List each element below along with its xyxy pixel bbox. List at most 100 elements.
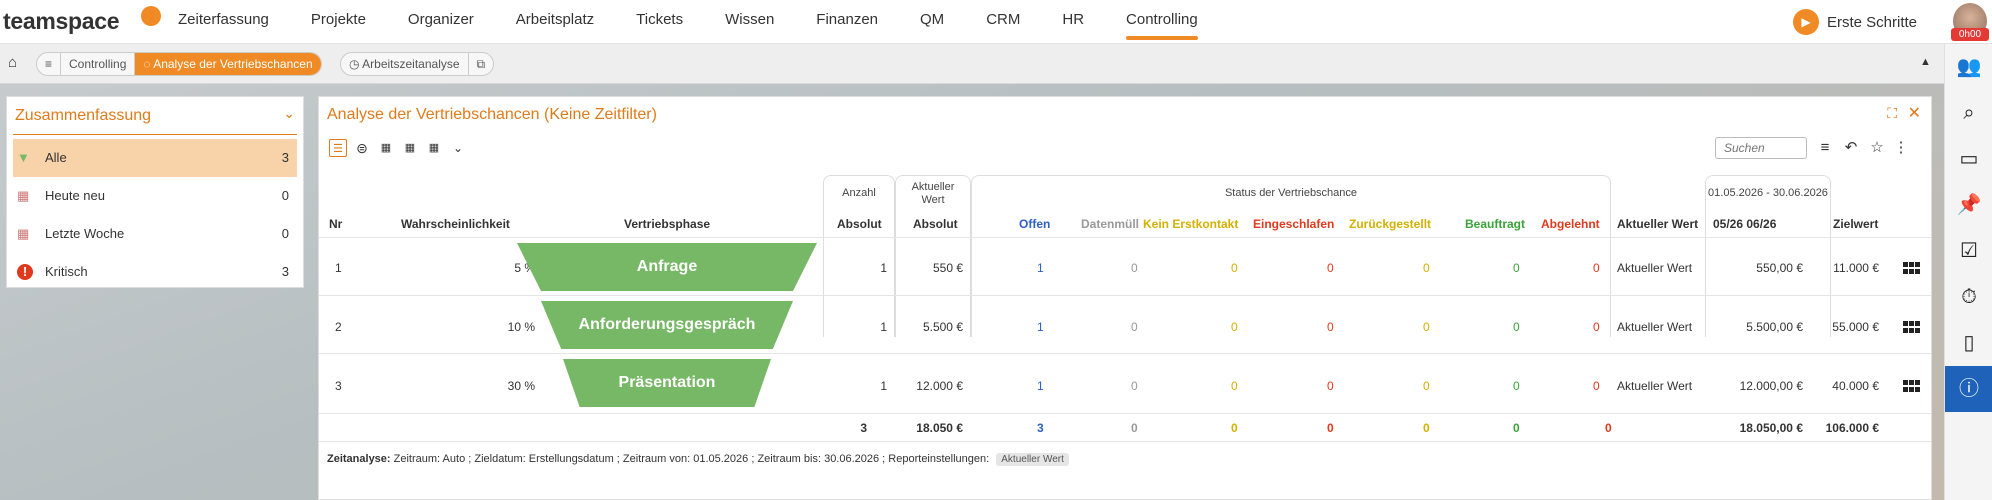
time-analysis-footer: Zeitanalyse: Zeitraum: Auto ; Zieldatum:… xyxy=(327,453,1069,466)
cell-period: 12.000,00 € xyxy=(1739,379,1803,393)
group-anzahl-label: Anzahl xyxy=(842,187,876,199)
footer-text: Zeitraum: Auto ; Zieldatum: Erstellungsd… xyxy=(393,453,990,465)
funnel-stage[interactable]: Anforderungsgespräch xyxy=(541,301,793,349)
nav-wissen[interactable]: Wissen xyxy=(725,11,775,28)
cell-aktueller-wert: Aktueller Wert xyxy=(1617,261,1693,275)
cell-abgelehnt: 0 xyxy=(1593,320,1600,334)
info-icon[interactable]: ⓘ xyxy=(1945,366,1992,412)
col-period[interactable]: 05/26 06/26 xyxy=(1713,217,1777,231)
col-wahrscheinlichkeit[interactable]: Wahrscheinlichkeit xyxy=(401,217,510,231)
list-view-icon[interactable]: ☰ xyxy=(329,139,347,157)
calendar-day-icon[interactable]: ▦ xyxy=(380,142,392,154)
summary-row-letzte-woche[interactable]: ▦ Letzte Woche 0 xyxy=(17,226,289,241)
cell-datenmuell: 0 xyxy=(1131,261,1138,275)
funnel-stage[interactable]: Anfrage xyxy=(517,243,817,291)
col-nr[interactable]: Nr xyxy=(329,217,343,231)
chevron-down-icon[interactable]: ⌄ xyxy=(283,105,295,121)
search-input[interactable] xyxy=(1715,137,1807,159)
col-abgelehnt[interactable]: Abgelehnt xyxy=(1541,217,1600,231)
cell-kein-erstkontakt: 0 xyxy=(1231,261,1238,275)
tab-controlling[interactable]: Controlling xyxy=(61,53,136,75)
right-rail: 👥 ⌕ ▭ 📌 ☑ ⏱ ▯ ⓘ xyxy=(1944,44,1992,500)
home-icon[interactable]: ⌂ xyxy=(8,54,18,71)
summary-row-heute-neu[interactable]: ▦ Heute neu 0 xyxy=(17,188,289,203)
col-vertriebsphase[interactable]: Vertriebsphase xyxy=(624,217,711,231)
timer-badge: 0h00 xyxy=(1951,28,1989,41)
play-icon: ▶ xyxy=(1793,9,1819,35)
search-icon[interactable]: ⌕ xyxy=(1963,102,1975,124)
col-eingeschlafen[interactable]: Eingeschlafen xyxy=(1253,217,1335,231)
first-steps-button[interactable]: ▶ Erste Schritte xyxy=(1793,9,1917,35)
tab-arbeitszeitanalyse[interactable]: ◷ Arbeitszeitanalyse xyxy=(341,53,469,75)
cell-prob: 10 % xyxy=(507,320,535,334)
grid-menu-icon[interactable] xyxy=(1903,380,1921,392)
cell-offen[interactable]: 1 xyxy=(1037,261,1044,275)
nav-qm[interactable]: QM xyxy=(920,11,945,28)
col-datenmuell[interactable]: Datenmüll xyxy=(1081,217,1140,231)
calendar-month-icon[interactable]: ▦ xyxy=(404,142,416,154)
funnel-stage[interactable]: Präsentation xyxy=(563,359,771,407)
refresh-icon: ◌ xyxy=(143,57,154,71)
close-icon[interactable]: ✕ xyxy=(1907,105,1921,122)
panel-title: Analyse der Vertriebschancen (Keine Zeit… xyxy=(327,106,657,123)
tab-menu-button[interactable]: ≡ xyxy=(37,53,62,75)
nav-crm[interactable]: CRM xyxy=(986,11,1021,28)
summary-panel: Zusammenfassung ⌄ ▼ Alle 3 ▦ Heute neu 0… xyxy=(6,96,304,288)
checklist-icon[interactable]: ☑ xyxy=(1960,240,1978,262)
filter-circle-icon[interactable]: ⊜ xyxy=(356,140,368,156)
undo-icon[interactable]: ↶ xyxy=(1844,139,1858,156)
col-anzahl-absolut[interactable]: Absolut xyxy=(837,217,882,231)
group-status-label: Status der Vertriebschance xyxy=(1224,187,1358,199)
col-beauftragt[interactable]: Beauftragt xyxy=(1465,217,1526,231)
cell-beauftragt: 0 xyxy=(1513,379,1520,393)
cell-anzahl: 1 xyxy=(880,261,887,275)
nav-hr[interactable]: HR xyxy=(1062,11,1085,28)
cell-offen[interactable]: 1 xyxy=(1037,320,1044,334)
nav-organizer[interactable]: Organizer xyxy=(407,11,474,28)
star-icon[interactable]: ☆ xyxy=(1870,139,1884,156)
more-vertical-icon[interactable]: ⋮ xyxy=(1893,139,1909,156)
funnel-icon: ▼ xyxy=(17,150,30,165)
expand-icon[interactable]: ⛶ xyxy=(1887,105,1897,121)
cell-eingeschlafen: 0 xyxy=(1327,320,1334,334)
grid-menu-icon[interactable] xyxy=(1903,262,1921,274)
col-wert-absolut[interactable]: Absolut xyxy=(913,217,958,231)
col-zurueckgestellt[interactable]: Zurückgestellt xyxy=(1349,217,1432,231)
cell-anzahl: 1 xyxy=(880,320,887,334)
total-abgelehnt: 0 xyxy=(1605,421,1612,435)
nav-tickets[interactable]: Tickets xyxy=(636,11,684,28)
nav-finanzen[interactable]: Finanzen xyxy=(816,11,879,28)
col-kein-erstkontakt[interactable]: Kein Erstkontakt xyxy=(1143,217,1239,231)
secondary-tab-group: ◷ Arbeitszeitanalyse ⧉ xyxy=(340,52,495,76)
inbox-icon[interactable]: ▭ xyxy=(1959,148,1979,170)
calendar-range-icon[interactable]: ▦ xyxy=(428,142,440,154)
nav-arbeitsplatz[interactable]: Arbeitsplatz xyxy=(515,11,595,28)
tab-analyse-vertriebschancen[interactable]: ◌ Analyse der Vertriebschancen xyxy=(135,53,321,75)
cell-zurueckgestellt: 0 xyxy=(1423,261,1430,275)
summary-row-alle[interactable]: ▼ Alle 3 xyxy=(13,139,297,177)
teamspace-logo[interactable]: teamspace xyxy=(3,6,161,35)
users-icon[interactable]: 👥 xyxy=(1956,56,1982,78)
external-link-icon[interactable]: ⧉ xyxy=(476,57,486,71)
stopwatch-icon[interactable]: ⏱ xyxy=(1961,286,1977,308)
total-wert: 18.050 € xyxy=(916,421,963,435)
filter-icon[interactable]: ≡ xyxy=(1820,139,1830,156)
chevron-down-icon[interactable]: ⌄ xyxy=(452,141,464,155)
summary-row-kritisch[interactable]: ! Kritisch 3 xyxy=(13,253,297,291)
nav-zeiterfassung[interactable]: Zeiterfassung xyxy=(178,11,269,28)
col-offen[interactable]: Offen xyxy=(1019,217,1051,231)
logo-mark-icon xyxy=(141,6,161,26)
alert-icon: ! xyxy=(17,264,33,280)
pin-icon[interactable]: 📌 xyxy=(1956,194,1982,216)
mobile-icon[interactable]: ▯ xyxy=(1963,332,1975,354)
nav-projekte[interactable]: Projekte xyxy=(310,11,366,28)
row-divider xyxy=(319,353,1931,354)
top-bar: teamspace Zeiterfassung Projekte Organiz… xyxy=(0,0,1992,44)
cell-wert: 550 € xyxy=(932,261,963,275)
col-zielwert[interactable]: Zielwert xyxy=(1833,217,1879,231)
nav-controlling[interactable]: Controlling xyxy=(1126,0,1198,44)
grid-menu-icon[interactable] xyxy=(1903,321,1921,333)
cell-offen[interactable]: 1 xyxy=(1037,379,1044,393)
col-aktueller-wert[interactable]: Aktueller Wert xyxy=(1617,217,1699,231)
collapse-up-icon[interactable]: ▲ xyxy=(1920,56,1931,68)
